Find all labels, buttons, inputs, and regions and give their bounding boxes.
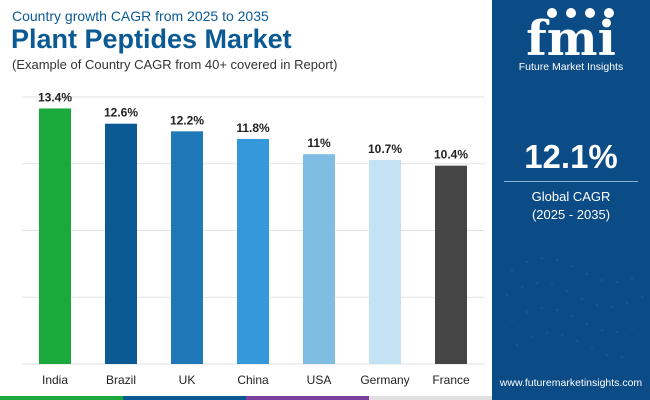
bar-uk [171, 131, 203, 364]
data-label: 12.2% [170, 113, 204, 127]
data-label: 11.8% [236, 121, 270, 135]
data-label: 11% [307, 136, 331, 150]
global-cagr-value: 12.1% [524, 138, 618, 175]
footer-color-bar [0, 396, 492, 400]
data-label: 13.4% [38, 90, 72, 104]
bar-china [237, 138, 269, 364]
bar-germany [369, 159, 401, 364]
footer-segment [0, 396, 123, 400]
category-label: Germany [360, 373, 409, 387]
bar-india [39, 108, 71, 364]
category-label: UK [179, 373, 196, 387]
fmi-logo: fmi [526, 8, 616, 67]
fmi-logo-letters: fmi [526, 11, 616, 67]
chart-panel: Country growth CAGR from 2025 to 2035 Pl… [0, 8, 492, 400]
footer-segment [123, 396, 246, 400]
background-wave-pattern [505, 256, 644, 359]
chart-title: Plant Peptides Market [11, 24, 292, 54]
bar-chart: 13.4% India 12.6% Brazil 12.2% UK 11.8% China 11… [22, 90, 484, 387]
logo-dot-icon [585, 8, 595, 18]
global-cagr-period: (2025 - 2035) [531, 207, 611, 222]
website-link[interactable]: www.futuremarketinsights.com [499, 377, 643, 389]
logo-dot-icon [547, 8, 557, 18]
category-label: China [237, 373, 269, 387]
category-label: USA [307, 373, 332, 387]
data-label: 10.4% [434, 148, 468, 162]
category-label: Brazil [106, 373, 136, 387]
sidebar-panel: fmi Future Market Insights 12.1% Global … [492, 0, 650, 400]
bar-usa [303, 154, 335, 364]
category-label: France [432, 373, 470, 387]
data-label: 10.7% [368, 142, 402, 156]
data-label: 12.6% [104, 106, 138, 120]
category-label: India [42, 373, 68, 387]
divider [504, 181, 638, 182]
chart-subtitle: Country growth CAGR from 2025 to 2035 [12, 8, 269, 24]
logo-dot-icon [604, 8, 614, 18]
brand-name: Future Market Insights [518, 61, 624, 73]
global-cagr-label: Global CAGR [531, 189, 611, 204]
bar-brazil [105, 123, 137, 364]
footer-segment [369, 396, 492, 400]
logo-dot-icon [566, 8, 576, 18]
chart-note: (Example of Country CAGR from 40+ covere… [12, 57, 338, 72]
bar-france [435, 165, 467, 364]
footer-segment [246, 396, 369, 400]
